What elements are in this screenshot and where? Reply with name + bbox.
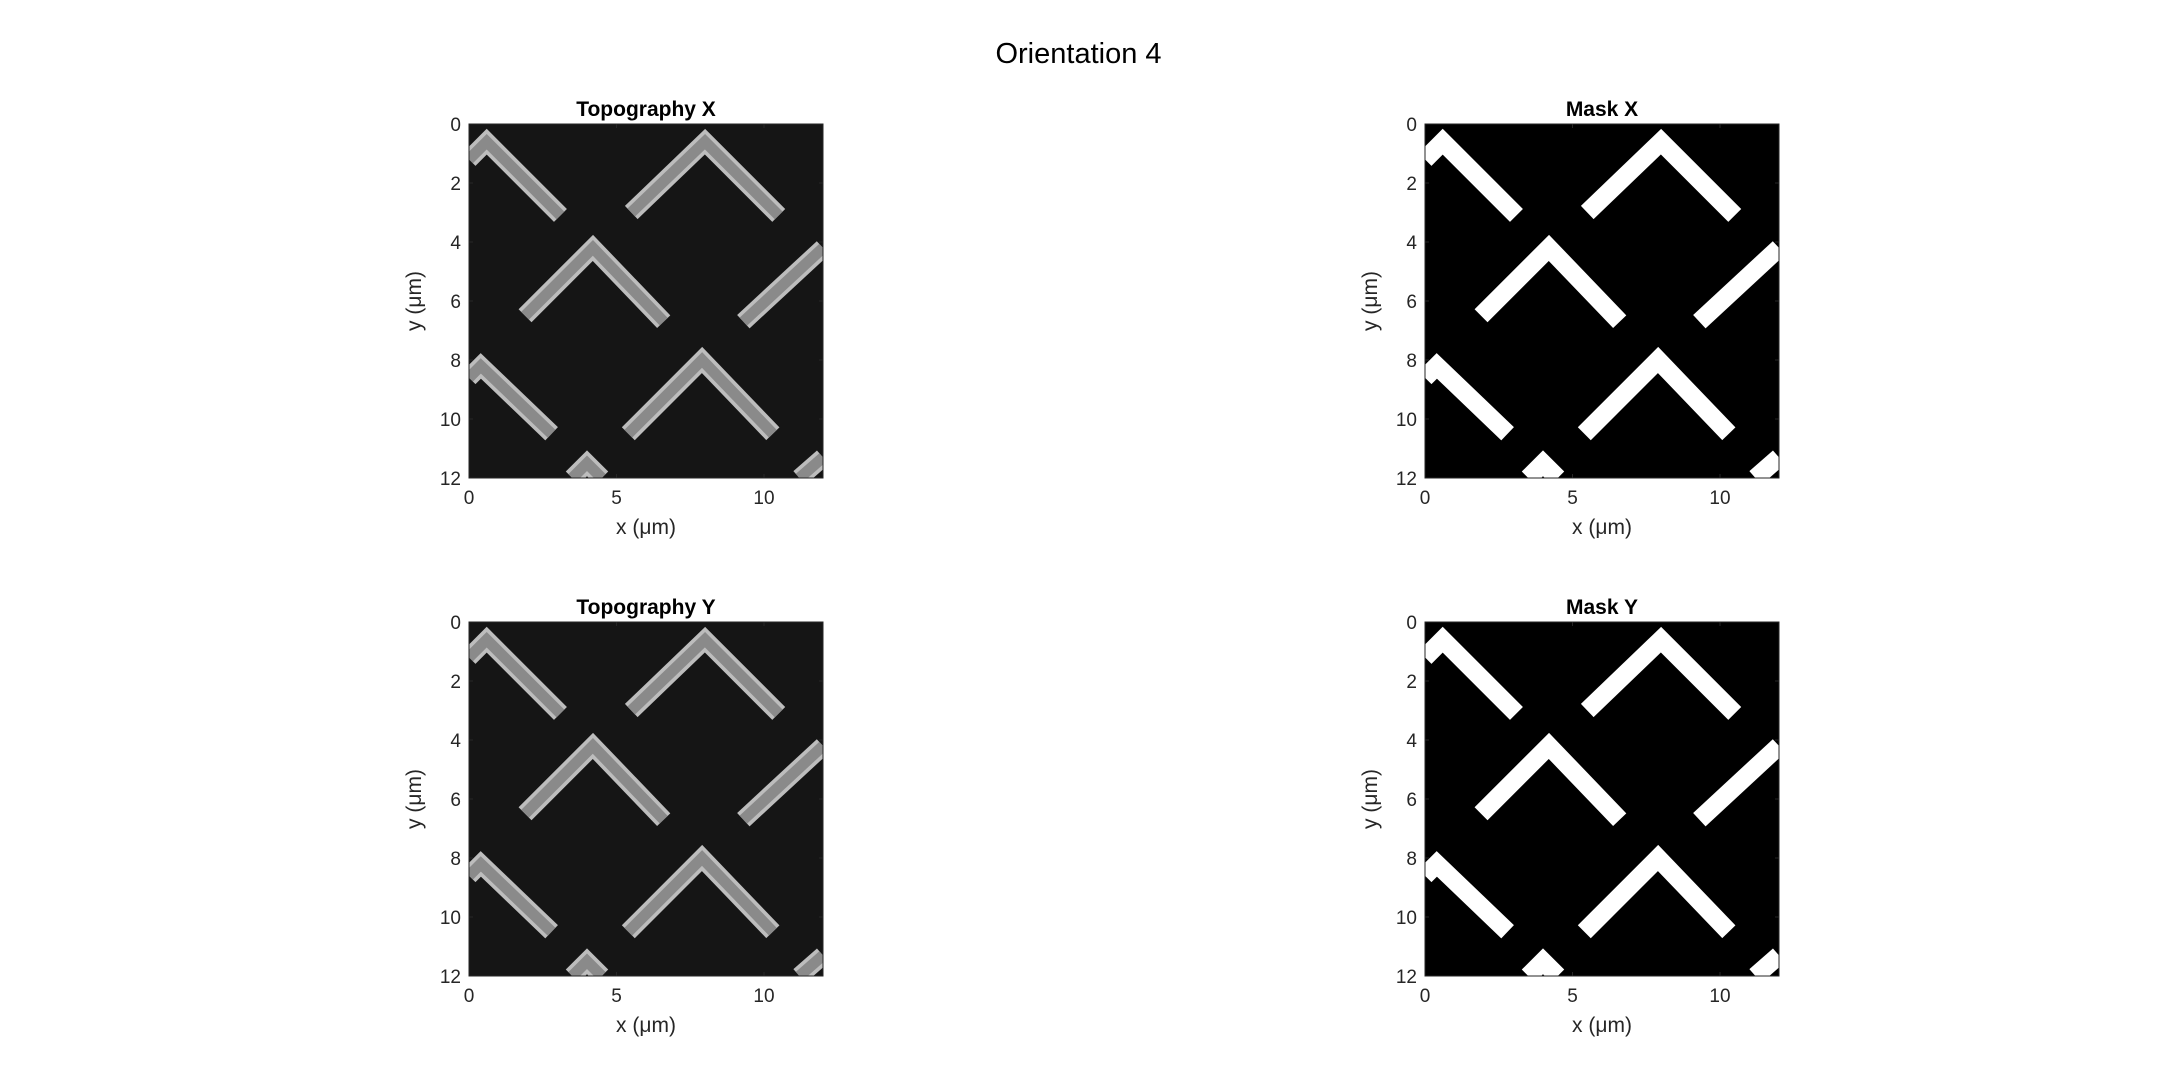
feature-stripe <box>624 850 777 936</box>
feature-stripe <box>1749 948 1779 976</box>
y-axis-label: y (μm) <box>1359 769 1382 829</box>
y-tick-label: 10 <box>1396 908 1417 929</box>
feature-stripe <box>568 953 606 976</box>
y-tick-label: 8 <box>1406 849 1417 870</box>
y-tick-label: 10 <box>1396 410 1417 431</box>
feature-stripe <box>1693 739 1779 827</box>
x-tick-label: 0 <box>464 986 475 1007</box>
y-tick-label: 2 <box>450 672 461 693</box>
feature-stripe <box>627 134 783 220</box>
feature-stripe <box>627 632 783 718</box>
y-tick-label: 8 <box>450 849 461 870</box>
feature-stripe <box>1749 450 1779 478</box>
y-tick-label: 10 <box>440 908 461 929</box>
y-tick-label: 4 <box>450 731 461 752</box>
feature-stripe <box>521 738 668 824</box>
image-features <box>469 128 823 478</box>
feature-stripe <box>1425 353 1514 441</box>
y-tick-label: 0 <box>450 613 461 634</box>
subplot-2: 0 5 10 0 2 4 6 8 10 12 Mask X x (μm) y (μm) <box>1359 98 1780 539</box>
y-axis-label: y (μm) <box>403 769 426 829</box>
y-tick-label: 4 <box>1406 233 1417 254</box>
y-tick-label: 8 <box>1406 351 1417 372</box>
y-tick-label: 8 <box>450 351 461 372</box>
y-tick-label: 0 <box>450 115 461 136</box>
feature-stripe <box>568 455 606 478</box>
feature-stripe <box>1474 234 1627 328</box>
y-tick-label: 0 <box>1406 115 1417 136</box>
y-tick-label: 12 <box>1396 967 1417 988</box>
feature-stripe <box>521 240 668 326</box>
y-tick-label: 0 <box>1406 613 1417 634</box>
subplot-title: Mask Y <box>1566 596 1638 619</box>
x-tick-label: 10 <box>753 986 774 1007</box>
feature-stripe <box>1521 948 1565 976</box>
image-features <box>1425 626 1779 976</box>
x-tick-label: 5 <box>1567 488 1578 509</box>
subplot-title: Mask X <box>1566 98 1638 121</box>
x-tick-label: 10 <box>1709 986 1730 1007</box>
y-tick-label: 2 <box>1406 672 1417 693</box>
feature-stripe <box>624 352 777 438</box>
x-tick-label: 5 <box>1567 986 1578 1007</box>
x-tick-label: 0 <box>464 488 475 509</box>
y-tick-label: 12 <box>440 469 461 490</box>
x-axis-label: x (μm) <box>1572 1014 1632 1037</box>
y-tick-label: 6 <box>450 292 461 313</box>
feature-stripe <box>1693 241 1779 329</box>
feature-stripe <box>1425 128 1523 222</box>
feature-stripe <box>469 631 565 718</box>
y-axis-label: y (μm) <box>1359 271 1382 331</box>
y-tick-label: 2 <box>1406 174 1417 195</box>
feature-stripe <box>1577 844 1736 939</box>
y-tick-label: 4 <box>1406 731 1417 752</box>
feature-stripe <box>469 358 556 438</box>
x-tick-label: 0 <box>1420 986 1431 1007</box>
y-tick-label: 12 <box>1396 469 1417 490</box>
subplot-1: 0 5 10 0 2 4 6 8 10 12 Topography X x (μm) y (μm) <box>403 98 824 539</box>
y-tick-label: 6 <box>450 790 461 811</box>
feature-stripe <box>1580 626 1742 720</box>
feature-stripe <box>795 453 823 478</box>
x-tick-label: 10 <box>1709 488 1730 509</box>
x-tick-label: 0 <box>1420 488 1431 509</box>
image-features <box>1425 128 1779 478</box>
x-tick-label: 10 <box>753 488 774 509</box>
y-axis-label: y (μm) <box>403 271 426 331</box>
subplot-3: 0 5 10 0 2 4 6 8 10 12 Topography Y x (μm) y (μm) <box>403 596 824 1037</box>
feature-stripe <box>739 243 823 326</box>
y-tick-label: 12 <box>440 967 461 988</box>
figure-title: Orientation 4 <box>995 38 1162 70</box>
feature-stripe <box>1425 626 1523 720</box>
image-features <box>469 626 823 976</box>
y-tick-label: 6 <box>1406 292 1417 313</box>
feature-stripe <box>1425 851 1514 939</box>
x-axis-label: x (μm) <box>1572 516 1632 539</box>
x-axis-label: x (μm) <box>616 516 676 539</box>
feature-stripe <box>469 133 565 220</box>
x-tick-label: 5 <box>611 986 622 1007</box>
feature-stripe <box>739 741 823 824</box>
x-axis-label: x (μm) <box>616 1014 676 1037</box>
x-tick-label: 5 <box>611 488 622 509</box>
feature-stripe <box>469 856 556 936</box>
subplot-title: Topography X <box>576 98 716 121</box>
feature-stripe <box>795 951 823 976</box>
feature-stripe <box>1580 128 1742 222</box>
y-tick-label: 4 <box>450 233 461 254</box>
y-tick-label: 2 <box>450 174 461 195</box>
feature-stripe <box>1474 732 1627 826</box>
y-tick-label: 10 <box>440 410 461 431</box>
y-tick-label: 6 <box>1406 790 1417 811</box>
feature-stripe <box>1521 450 1565 478</box>
subplot-4: 0 5 10 0 2 4 6 8 10 12 Mask Y x (μm) y (μm) <box>1359 596 1780 1037</box>
subplot-title: Topography Y <box>576 596 715 619</box>
feature-stripe <box>1577 346 1736 441</box>
